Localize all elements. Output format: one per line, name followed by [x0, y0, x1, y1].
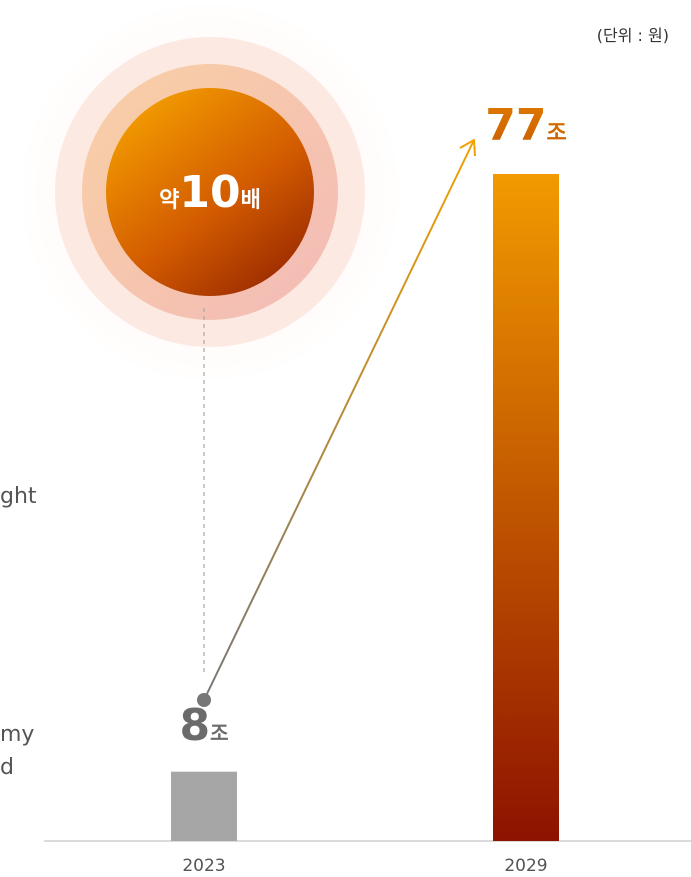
value-label-2023: 8조 — [179, 700, 228, 751]
bar-2023 — [171, 771, 237, 841]
value-label-2029: 77조 — [485, 100, 566, 151]
category-label-2023: 2023 — [182, 856, 225, 876]
badge-core — [106, 88, 314, 296]
unit-label: (단위 : 원) — [596, 26, 669, 45]
badge-text: 약10배 — [159, 167, 261, 218]
badge-suffix: 배 — [241, 188, 261, 213]
left-text-fragment: ght — [0, 484, 37, 509]
bar-2029 — [493, 174, 559, 841]
multiplier-badge: 약10배 — [22, 4, 398, 380]
growth-arrow — [197, 139, 476, 707]
left-text-fragment: d — [0, 755, 14, 780]
growth-arrow-head — [459, 139, 476, 157]
badge-number: 10 — [179, 167, 240, 218]
badge-prefix: 약 — [159, 188, 179, 213]
category-label-2029: 2029 — [504, 856, 547, 876]
left-text-fragment: my — [0, 722, 35, 747]
growth-arrow-start-dot — [197, 693, 211, 707]
growth-arrow-line — [203, 139, 475, 701]
